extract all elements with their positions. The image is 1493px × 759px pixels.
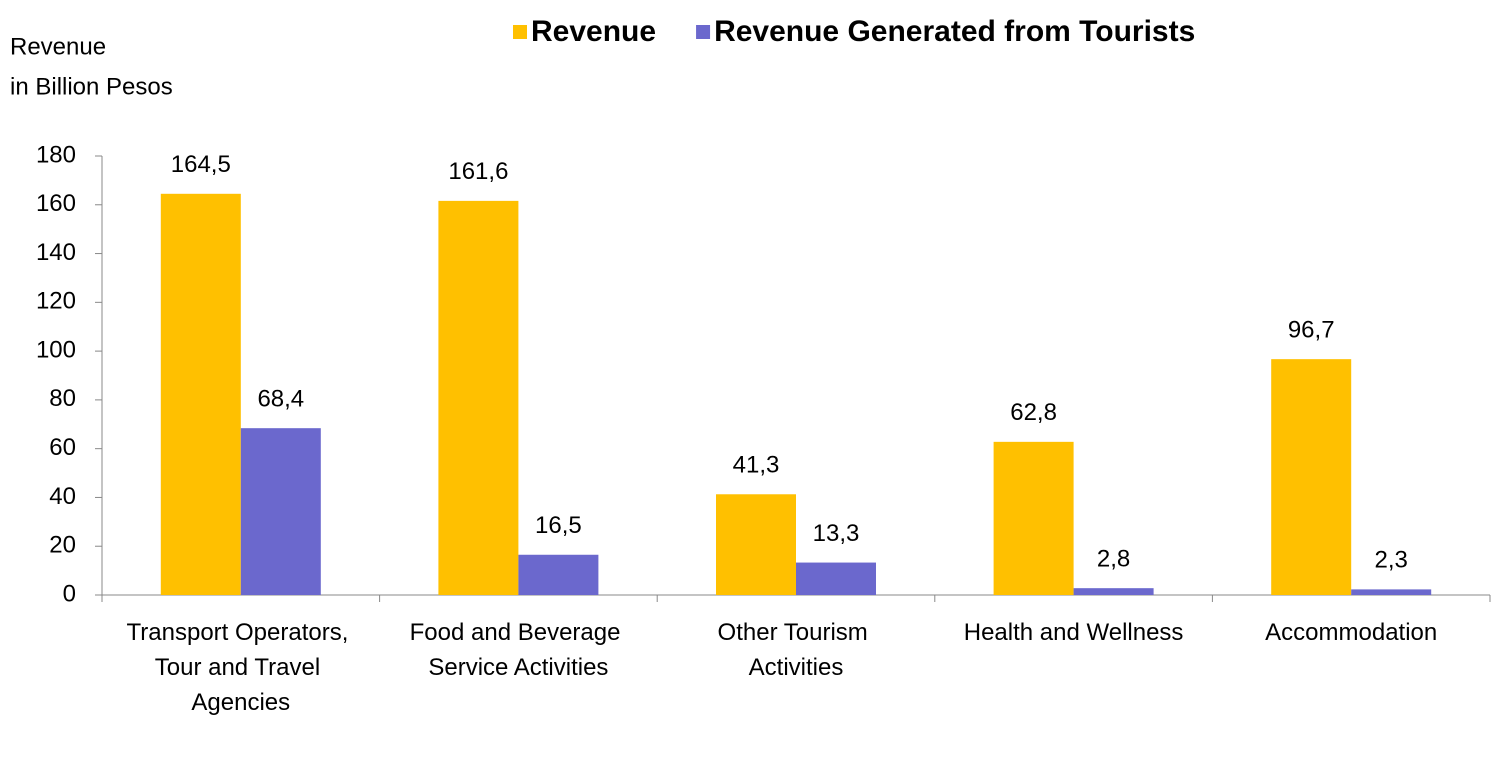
data-label: 16,5 (535, 512, 582, 539)
data-label: 41,3 (733, 452, 780, 479)
bar (1073, 588, 1154, 595)
legend-swatch (513, 25, 527, 39)
x-tick-label: Transport Operators, Tour and Travel Age… (127, 619, 356, 716)
data-label: 2,8 (1097, 546, 1130, 573)
data-label: 96,7 (1288, 317, 1335, 344)
y-tick-label: 160 (36, 190, 76, 217)
bar (796, 562, 876, 595)
bar (716, 494, 796, 595)
bar (240, 428, 321, 595)
data-label: 13,3 (813, 520, 860, 547)
bar (1351, 589, 1432, 595)
data-label: 2,3 (1375, 547, 1408, 574)
x-tick-label-line: Food and Beverage (410, 619, 628, 646)
y-tick-label: 20 (49, 532, 76, 559)
x-tick-label-line: Service Activities (428, 654, 608, 681)
x-tick-label-line: Transport Operators, (127, 619, 356, 646)
data-label: 68,4 (257, 386, 304, 413)
data-label: 161,6 (448, 158, 508, 185)
y-tick-label: 60 (49, 434, 76, 461)
data-label: 62,8 (1010, 399, 1057, 426)
x-tick-label-line: Tour and Travel (155, 654, 327, 681)
x-tick-label: Accommodation (1265, 619, 1437, 646)
bar (993, 441, 1074, 595)
bar (1271, 359, 1352, 595)
y-tick-label: 140 (36, 239, 76, 266)
x-tick-label-line: Agencies (191, 689, 290, 716)
legend-text: Revenue Generated from Tourists (714, 15, 1195, 48)
bar (518, 554, 599, 595)
x-tick-label-line: Accommodation (1265, 619, 1437, 646)
y-tick-label: 100 (36, 336, 76, 363)
y-tick-label: 80 (49, 385, 76, 412)
x-tick-label: Food and Beverage Service Activities (410, 619, 628, 681)
x-tick-label: Other Tourism Activities (718, 619, 875, 681)
x-tick-label: Health and Wellness (964, 619, 1184, 646)
legend-text: Revenue (531, 15, 656, 48)
x-tick-label-line: Activities (749, 654, 844, 681)
bar (160, 193, 241, 595)
bar (438, 200, 519, 595)
y-axis-label: Revenue (10, 33, 106, 60)
y-tick-label: 0 (63, 580, 76, 607)
y-tick-label: 180 (36, 141, 76, 168)
y-tick-label: 120 (36, 288, 76, 315)
x-tick-label-line: Other Tourism (718, 619, 875, 646)
y-tick-label: 40 (49, 483, 76, 510)
x-tick-label-line: Health and Wellness (964, 619, 1184, 646)
y-axis-label: in Billion Pesos (10, 73, 173, 100)
legend-swatch (696, 25, 711, 39)
data-label: 164,5 (171, 151, 231, 178)
